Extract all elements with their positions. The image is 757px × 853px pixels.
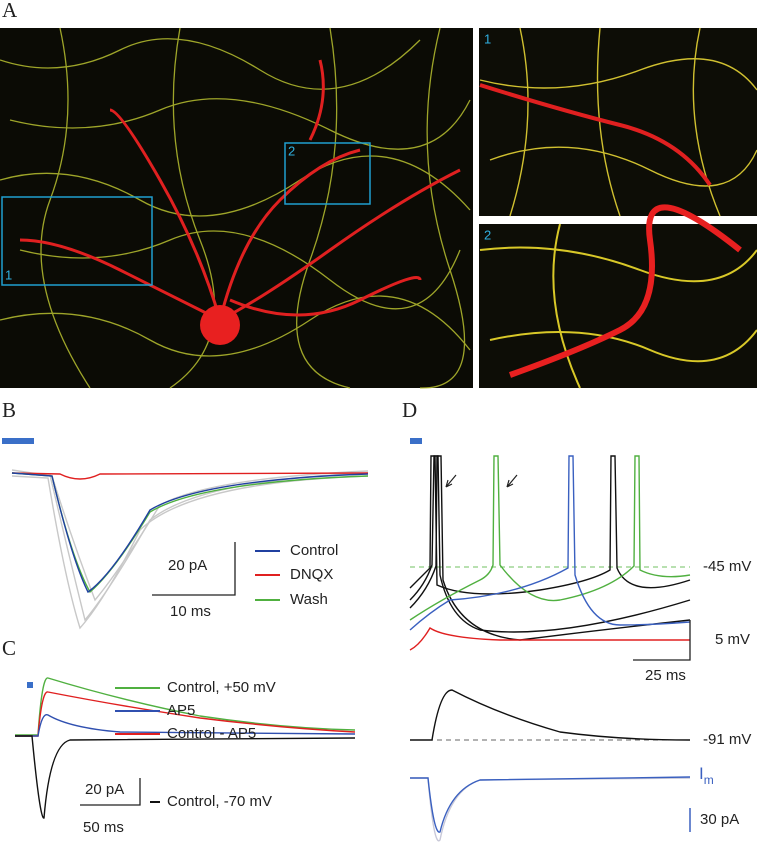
scale-label: 10 ms	[170, 603, 211, 620]
scale-label: 50 ms	[83, 819, 124, 836]
legend-label: Control	[290, 542, 338, 559]
scale-label: 30 pA	[700, 811, 739, 828]
inset-label: 1	[484, 31, 491, 46]
legend-label: Control - AP5	[167, 725, 256, 742]
scale-label: 20 pA	[168, 557, 207, 574]
legend-label: Wash	[290, 591, 328, 608]
scale-label: 25 ms	[645, 667, 686, 684]
panel-label: B	[2, 398, 16, 422]
box-label: 2	[288, 143, 295, 158]
scale-label: 5 mV	[715, 631, 750, 648]
scale-label: 20 pA	[85, 781, 124, 798]
micrograph	[0, 27, 473, 389]
inset	[479, 27, 757, 389]
panel-label: A	[2, 0, 18, 22]
legend-label: Control, +50 mV	[167, 679, 276, 696]
legend-label: Control, -70 mV	[167, 793, 272, 810]
voltage-label: -91 mV	[703, 731, 751, 748]
current-subscript: m	[704, 773, 714, 787]
legend-label: AP5	[167, 702, 195, 719]
legend-label: DNQX	[290, 566, 333, 583]
current-symbol: I	[699, 764, 704, 783]
box-label: 1	[5, 267, 12, 282]
panel-label: C	[2, 636, 16, 660]
current-label: Im	[699, 764, 714, 787]
inset-label: 2	[484, 227, 491, 242]
voltage-label: -45 mV	[703, 558, 751, 575]
panel-label: D	[402, 398, 417, 422]
